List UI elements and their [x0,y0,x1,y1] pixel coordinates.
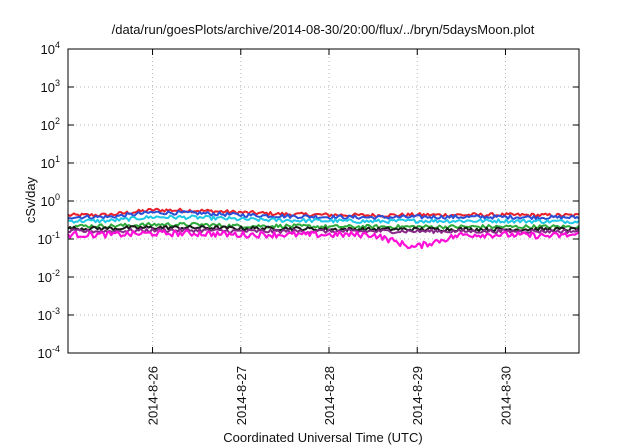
x-tick-label: 2014-8-30 [498,366,513,425]
axes: 10-4 10-3 10-2 10-1 100 101 102 103 104 2014-8-26… [38,40,580,425]
series-line [67,221,580,230]
x-tick-label: 2014-8-29 [410,366,425,425]
series-line [67,210,580,221]
series-line [67,214,580,225]
grid [68,49,579,353]
x-tick-label: 2014-8-28 [322,366,337,425]
y-tick-label: 102 [41,116,60,133]
series-line [67,229,580,250]
series-group [67,207,580,250]
y-tick-label: 10-1 [38,230,60,247]
y-axis-label: cSv/day [23,176,38,223]
chart-title: /data/run/goesPlots/archive/2014-08-30/2… [112,22,535,37]
y-tick-label: 10-2 [38,268,60,285]
x-tick-label: 2014-8-27 [234,366,249,425]
y-tick-label: 10-4 [38,344,60,361]
y-tick-label: 101 [41,154,60,171]
y-tick-label: 103 [41,78,60,95]
y-tick-label: 104 [41,40,60,57]
x-axis-label: Coordinated Universal Time (UTC) [223,430,422,445]
plot-frame [67,48,580,354]
x-tick-label: 2014-8-26 [146,366,161,425]
series-line [67,227,580,235]
y-tick-label: 10-3 [38,306,60,323]
y-tick-label: 100 [41,192,60,209]
